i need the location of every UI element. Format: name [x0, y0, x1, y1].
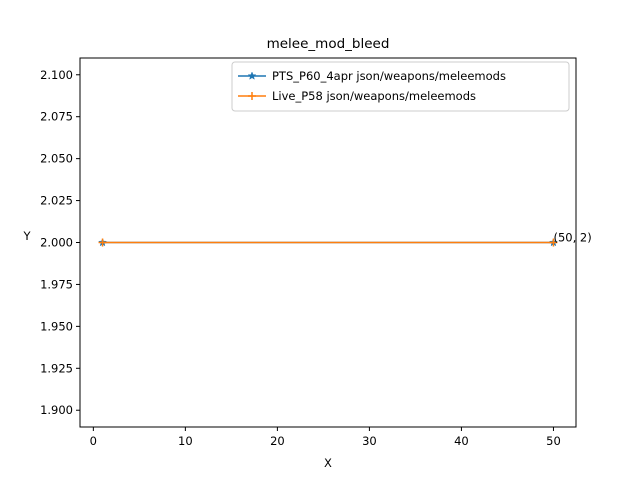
- y-axis-label: Y: [22, 229, 31, 243]
- data-point: [98, 238, 107, 247]
- x-tick-label: 30: [362, 434, 377, 448]
- x-tick-label: 20: [270, 434, 285, 448]
- y-tick-label: 1.900: [40, 403, 73, 417]
- x-tick-label: 10: [178, 434, 193, 448]
- legend: PTS_P60_4apr json/weapons/meleemods Live_…: [231, 61, 570, 112]
- x-axis-label: X: [324, 456, 332, 470]
- x-tick-label: 0: [90, 434, 97, 448]
- legend-label: Live_P58 json/weapons/meleemods: [272, 89, 476, 103]
- legend-marker: [247, 71, 257, 80]
- y-tick-label: 1.975: [40, 277, 73, 291]
- y-axis-ticks: 1.900 1.925 1.950 1.975 2.000 2.025 2.050 2.075…: [40, 68, 80, 417]
- y-tick-label: 2.000: [40, 236, 73, 250]
- x-axis-ticks: 0 10 20 30 40 50: [90, 427, 561, 448]
- x-tick-label: 50: [546, 434, 561, 448]
- y-tick-label: 2.075: [40, 110, 73, 124]
- y-tick-label: 2.025: [40, 194, 73, 208]
- data-point: [549, 238, 558, 247]
- chart-title: melee_mod_bleed: [267, 36, 390, 52]
- y-tick-label: 1.925: [40, 361, 73, 375]
- legend-box: [231, 61, 570, 112]
- y-tick-label: 2.100: [40, 68, 73, 82]
- plot-area: (50, 2): [98, 231, 592, 247]
- legend-label: PTS_P60_4apr json/weapons/meleemods: [272, 69, 506, 83]
- point-annotation: (50, 2): [553, 231, 591, 245]
- legend-marker: [248, 92, 256, 100]
- y-tick-label: 1.950: [40, 319, 73, 333]
- y-tick-label: 2.050: [40, 152, 73, 166]
- x-tick-label: 40: [454, 434, 469, 448]
